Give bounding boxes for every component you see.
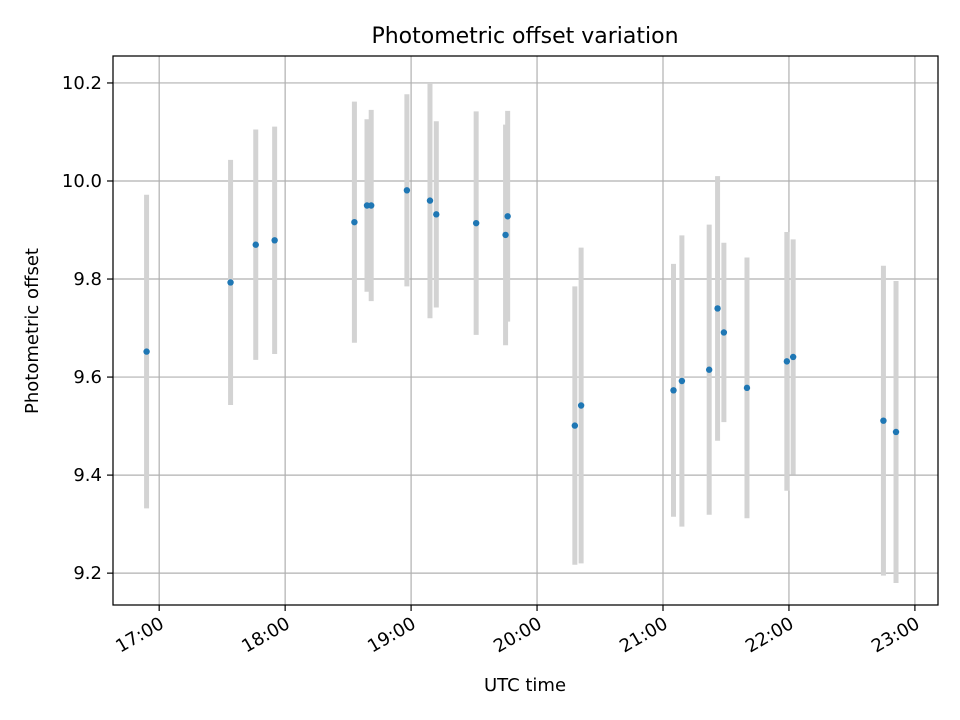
data-point (403, 187, 411, 194)
data-point (743, 384, 751, 392)
chart-title: Photometric offset variation (371, 24, 678, 49)
y-tick-label: 9.8 (73, 269, 102, 290)
y-tick-label: 9.2 (73, 563, 102, 584)
y-axis-label: Photometric offset (22, 248, 43, 414)
data-point (670, 387, 677, 394)
data-point (577, 402, 585, 409)
data-point (892, 428, 900, 436)
y-tick-label: 9.6 (73, 367, 102, 388)
y-tick-label: 10.0 (62, 171, 102, 192)
data-point (880, 417, 887, 424)
data-point (571, 422, 579, 429)
data-point (714, 305, 721, 312)
data-point (227, 279, 234, 286)
x-axis-label: UTC time (484, 675, 566, 696)
data-point (271, 237, 278, 244)
data-point (143, 348, 150, 355)
data-point (472, 219, 480, 227)
y-tick-label: 9.4 (73, 465, 102, 486)
point-layer (143, 187, 900, 436)
data-point (705, 366, 713, 373)
data-point (720, 329, 728, 336)
data-point (678, 377, 686, 385)
data-point (783, 358, 791, 365)
plot-frame (112, 55, 939, 606)
data-point (368, 202, 375, 209)
data-point (789, 353, 797, 361)
y-tick-label: 10.2 (62, 73, 102, 94)
data-point (433, 211, 440, 218)
data-point (252, 241, 259, 248)
data-point (351, 218, 358, 226)
data-point (504, 213, 511, 220)
data-point (426, 197, 434, 204)
data-point (502, 231, 509, 239)
